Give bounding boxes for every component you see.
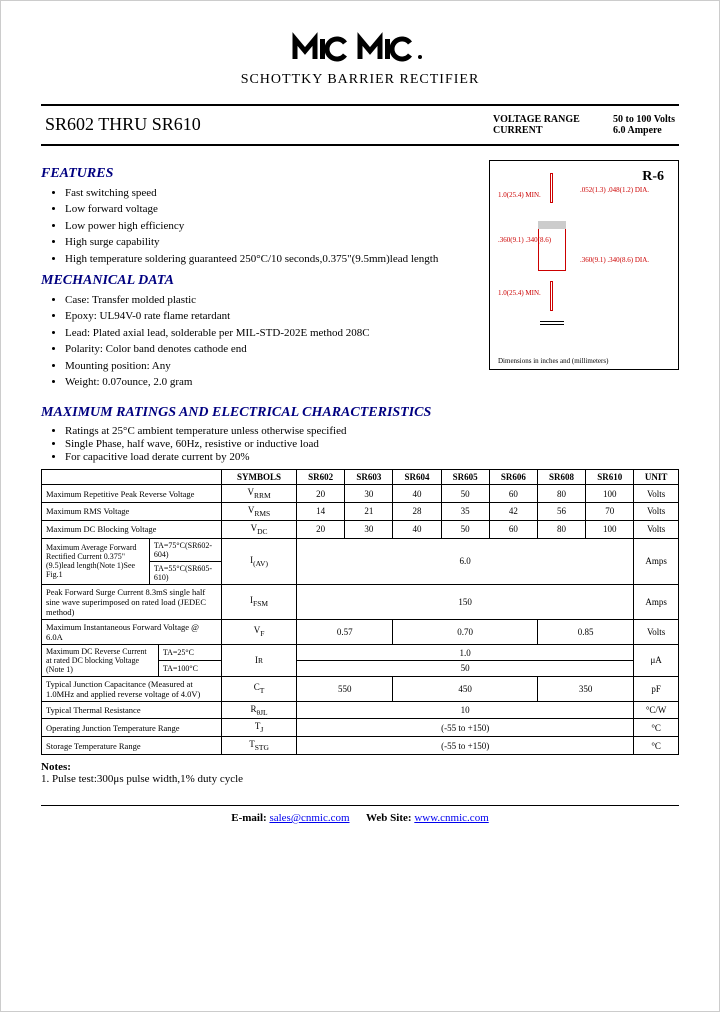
pkg-dim: .360(9.1) .340(8.6) DIA. [580, 256, 649, 264]
cell: VRRM [222, 485, 297, 503]
current-label: CURRENT [493, 125, 613, 136]
col-header: SR608 [537, 470, 585, 485]
note-item: 1. Pulse test:300μs pulse width,1% duty … [41, 773, 679, 785]
mechanical-list: Case: Transfer molded plastic Epoxy: UL9… [41, 293, 469, 390]
page-footer: E-mail: sales@cnmic.com Web Site: www.cn… [41, 805, 679, 824]
part-number-range: SR602 THRU SR610 [45, 114, 201, 135]
voltage-range-label: VOLTAGE RANGE [493, 114, 613, 125]
header-specs: VOLTAGE RANGE 50 to 100 Volts CURRENT 6.… [493, 114, 675, 136]
feature-item: High temperature soldering guaranteed 25… [65, 252, 469, 267]
col-header: UNIT [634, 470, 679, 485]
ratings-condition: For capacitive load derate current by 20… [65, 451, 679, 463]
feature-item: High surge capability [65, 235, 469, 250]
dimension-note: Dimensions in inches and (millimeters) [498, 357, 608, 365]
site-label: Web Site: [366, 812, 412, 824]
package-label: R-6 [642, 169, 664, 185]
col-header: SR610 [586, 470, 634, 485]
table-row: Maximum Instantaneous Forward Voltage @ … [42, 619, 679, 644]
feature-item: Fast switching speed [65, 186, 469, 201]
col-header: SR604 [393, 470, 441, 485]
table-row: Peak Forward Surge Current 8.3mS single … [42, 584, 679, 619]
voltage-range-value: 50 to 100 Volts [613, 114, 675, 125]
feature-item: Low forward voltage [65, 202, 469, 217]
col-header: SR606 [489, 470, 537, 485]
mechanical-item: Case: Transfer molded plastic [65, 293, 469, 308]
table-row: Maximum Average Forward Rectified Curren… [42, 538, 679, 584]
current-value: 6.0 Ampere [613, 125, 662, 136]
table-row: Maximum Repetitive Peak Reverse VoltageV… [42, 485, 679, 503]
mechanical-heading: MECHANICAL DATA [41, 273, 469, 289]
notes-heading: Notes: [41, 761, 679, 773]
col-header: SR603 [345, 470, 393, 485]
mechanical-item: Polarity: Color band denotes cathode end [65, 342, 469, 357]
logo [41, 31, 679, 68]
notes-section: Notes: 1. Pulse test:300μs pulse width,1… [41, 761, 679, 785]
pkg-dim: 1.0(25.4) MIN. [498, 191, 541, 199]
features-heading: FEATURES [41, 166, 469, 182]
ratings-condition: Ratings at 25°C ambient temperature unle… [65, 425, 679, 437]
pkg-dim: .360(9.1) .340(8.6) [498, 236, 551, 244]
mechanical-item: Mounting position: Any [65, 359, 469, 374]
col-header: SR602 [297, 470, 345, 485]
pkg-dim: 1.0(25.4) MIN. [498, 289, 541, 297]
col-header: SYMBOLS [222, 470, 297, 485]
website-link[interactable]: www.cnmic.com [414, 812, 488, 824]
mic-logo-svg [290, 31, 430, 63]
table-row: Maximum RMS VoltageVRMS14212835425670Vol… [42, 503, 679, 521]
table-row: Storage Temperature RangeTSTG(-55 to +15… [42, 737, 679, 755]
product-subtitle: SCHOTTKY BARRIER RECTIFIER [41, 72, 679, 88]
mechanical-item: Epoxy: UL94V-0 rate flame retardant [65, 309, 469, 324]
table-row: Maximum DC Reverse Current at rated DC b… [42, 644, 679, 676]
col-header: SR605 [441, 470, 489, 485]
ratings-table: SYMBOLS SR602 SR603 SR604 SR605 SR606 SR… [41, 469, 679, 755]
table-row: Operating Junction Temperature RangeTJ(-… [42, 719, 679, 737]
feature-item: Low power high efficiency [65, 219, 469, 234]
pkg-dim: .052(1.3) .048(1.2) DIA. [580, 186, 649, 194]
table-row: Maximum DC Blocking VoltageVDC2030405060… [42, 520, 679, 538]
body-two-column: FEATURES Fast switching speed Low forwar… [41, 160, 679, 391]
mechanical-item: Lead: Plated axial lead, solderable per … [65, 326, 469, 341]
features-list: Fast switching speed Low forward voltage… [41, 186, 469, 267]
ratings-heading: MAXIMUM RATINGS AND ELECTRICAL CHARACTER… [41, 405, 679, 421]
ratings-condition: Single Phase, half wave, 60Hz, resistive… [65, 438, 679, 450]
table-row: Typical Junction Capacitance (Measured a… [42, 676, 679, 701]
email-link[interactable]: sales@cnmic.com [269, 812, 349, 824]
mechanical-item: Weight: 0.07ounce, 2.0 gram [65, 375, 469, 390]
ratings-conditions: Ratings at 25°C ambient temperature unle… [41, 425, 679, 463]
package-diagram: R-6 1.0(25.4) MIN. .052(1.3) .048(1.2) D… [489, 160, 679, 370]
table-row: Typical Thermal ResistanceRθJL10°C/W [42, 701, 679, 719]
email-label: E-mail: [231, 812, 266, 824]
table-header-row: SYMBOLS SR602 SR603 SR604 SR605 SR606 SR… [42, 470, 679, 485]
header-bar: SR602 THRU SR610 VOLTAGE RANGE 50 to 100… [41, 104, 679, 146]
datasheet-page: SCHOTTKY BARRIER RECTIFIER SR602 THRU SR… [0, 0, 720, 1012]
